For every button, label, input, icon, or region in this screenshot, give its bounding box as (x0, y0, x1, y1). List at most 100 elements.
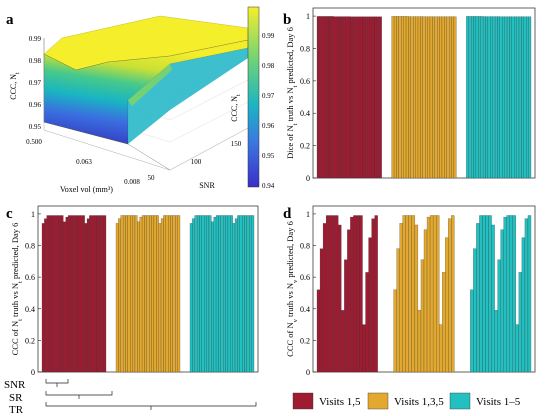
bar (396, 16, 399, 179)
bar (420, 259, 425, 373)
bar (514, 16, 517, 179)
bar (82, 215, 85, 373)
bar (335, 215, 339, 373)
y-tick-label: 0.4 (25, 305, 35, 314)
bar (425, 16, 428, 179)
bar (168, 215, 171, 373)
bar (528, 16, 532, 179)
bar (479, 215, 483, 373)
bar (230, 215, 233, 373)
bar (476, 223, 480, 373)
bar (451, 215, 455, 373)
surface-x-tick: 0.063 (76, 158, 92, 166)
bar (415, 16, 419, 179)
colorbar-tick: 0.99 (262, 32, 275, 40)
surface-z-tick: 0.99 (29, 35, 42, 43)
bar (338, 224, 342, 373)
bar (445, 237, 449, 373)
bar (218, 215, 221, 373)
bar (422, 16, 426, 179)
colorbar-tick: 0.95 (262, 152, 275, 160)
bar (115, 223, 119, 373)
bar (491, 224, 495, 373)
legend-swatch (367, 392, 389, 410)
bar (86, 218, 90, 373)
bar (70, 215, 73, 373)
legend: Visits 1,5 Visits 1,3,5 Visits 1–5 (292, 392, 521, 410)
bar (411, 215, 416, 373)
bar (227, 215, 231, 373)
bar (502, 16, 505, 179)
bar (196, 215, 200, 373)
bar (473, 248, 477, 373)
surface-z-label: CCC, Nt (9, 72, 21, 100)
bar (146, 215, 150, 373)
bar (175, 215, 178, 373)
surface-z-tick: 0.95 (29, 123, 42, 131)
bar (322, 223, 327, 373)
bar (439, 16, 443, 179)
bar (72, 215, 76, 373)
y-tick-label: 0 (306, 368, 310, 377)
y-tick-label: 0.8 (300, 44, 310, 53)
legend-label: Visits 1,5 (319, 396, 361, 408)
bar (468, 16, 472, 179)
bar (46, 215, 50, 373)
y-tick-label: 0.4 (300, 305, 310, 314)
bracket-label-sr: SR (9, 392, 23, 404)
bar (137, 221, 140, 373)
bar (512, 215, 516, 373)
bar (398, 16, 402, 179)
bar (204, 215, 207, 373)
bar (160, 218, 164, 373)
bar (127, 215, 131, 373)
bar (348, 16, 351, 179)
bar (499, 16, 503, 179)
bar (325, 215, 330, 373)
bar (379, 16, 382, 179)
y-tick-label: 0.2 (300, 142, 310, 151)
bar (449, 16, 452, 179)
bar (497, 16, 500, 179)
bar (429, 16, 433, 179)
bar (321, 16, 325, 179)
bar (485, 215, 489, 373)
legend-swatch (449, 392, 471, 410)
bar (391, 16, 395, 179)
y-tick-label: 0.2 (300, 336, 310, 345)
bar (56, 215, 59, 373)
bar (494, 310, 498, 373)
bar (487, 16, 491, 179)
bar (511, 16, 515, 179)
bar (518, 272, 523, 373)
bar (158, 223, 162, 373)
bar (410, 16, 414, 179)
bar (399, 223, 403, 373)
bar (405, 215, 409, 373)
bar (225, 215, 229, 373)
bar (524, 218, 529, 373)
legend-label: Visits 1–5 (476, 396, 521, 408)
panel-label-a: a (6, 12, 14, 28)
bar (408, 16, 411, 179)
surface-cliff (128, 48, 248, 144)
bar (344, 259, 348, 373)
y-tick-label: 1 (306, 12, 310, 21)
bar (125, 215, 128, 373)
bar (405, 16, 409, 179)
bar (480, 16, 484, 179)
surface-x-tick: 0.008 (124, 178, 140, 186)
bar (53, 215, 57, 373)
bar (393, 289, 397, 373)
bar (336, 16, 339, 179)
bar (408, 215, 412, 373)
bar (67, 215, 71, 373)
bar (518, 16, 522, 179)
bracket-label-snr: SNR (4, 379, 26, 391)
bar (246, 215, 250, 373)
bar (44, 218, 47, 373)
bar (509, 215, 513, 373)
bar (371, 16, 375, 179)
bar (442, 272, 446, 373)
bar (376, 16, 380, 179)
